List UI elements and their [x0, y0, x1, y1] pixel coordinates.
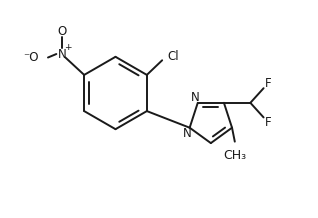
Text: ⁻O: ⁻O [23, 51, 38, 64]
Text: N: N [190, 91, 199, 104]
Text: F: F [265, 116, 271, 129]
Text: CH₃: CH₃ [223, 149, 246, 162]
Text: N: N [58, 48, 66, 61]
Text: F: F [265, 77, 271, 90]
Text: Cl: Cl [167, 50, 179, 63]
Text: O: O [57, 25, 66, 37]
Text: +: + [65, 43, 72, 52]
Text: N: N [183, 127, 191, 140]
